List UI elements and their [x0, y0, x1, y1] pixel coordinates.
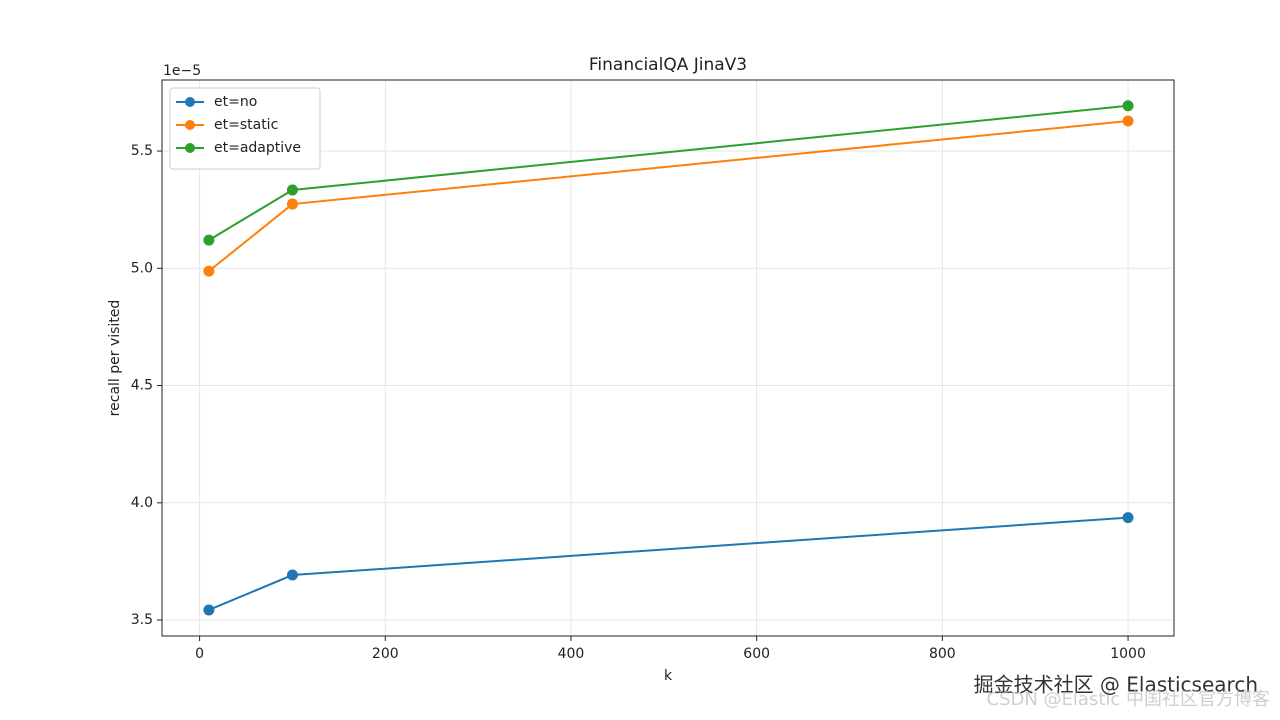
x-tick-label: 1000 [1110, 646, 1146, 662]
data-point [1122, 512, 1134, 524]
y-tick-label: 4.0 [131, 495, 153, 511]
legend-label: et=no [214, 94, 257, 110]
legend-marker [185, 120, 195, 130]
y-tick-label: 3.5 [131, 612, 153, 628]
data-point [203, 265, 215, 277]
legend-marker [185, 97, 195, 107]
data-point [286, 184, 298, 196]
chart-title: FinancialQA JinaV3 [589, 55, 747, 75]
x-tick-label: 600 [743, 646, 770, 662]
y-offset-label: 1e−5 [163, 63, 201, 79]
x-tick-label: 800 [929, 646, 956, 662]
data-point [203, 234, 215, 246]
x-tick-label: 200 [372, 646, 399, 662]
data-point [286, 569, 298, 581]
data-point [1122, 115, 1134, 127]
y-tick-label: 5.5 [131, 143, 153, 159]
legend-label: et=adaptive [214, 140, 301, 156]
y-axis-label: recall per visited [107, 300, 123, 417]
data-point [203, 604, 215, 616]
x-axis-label: k [664, 668, 673, 684]
legend-box [169, 87, 321, 170]
x-tick-label: 0 [195, 646, 204, 662]
legend-marker [185, 143, 195, 153]
data-point [1122, 100, 1134, 112]
watermark: 掘金技术社区 @ Elasticsearch [974, 673, 1258, 697]
legend-label: et=static [214, 117, 278, 133]
y-tick-label: 5.0 [131, 260, 153, 276]
watermark: CSDN @Elastic 中国社区官方博客 [987, 689, 1271, 710]
y-tick-label: 4.5 [131, 378, 153, 394]
x-tick-label: 400 [558, 646, 585, 662]
data-point [286, 198, 298, 210]
plot-frame [161, 79, 1175, 637]
